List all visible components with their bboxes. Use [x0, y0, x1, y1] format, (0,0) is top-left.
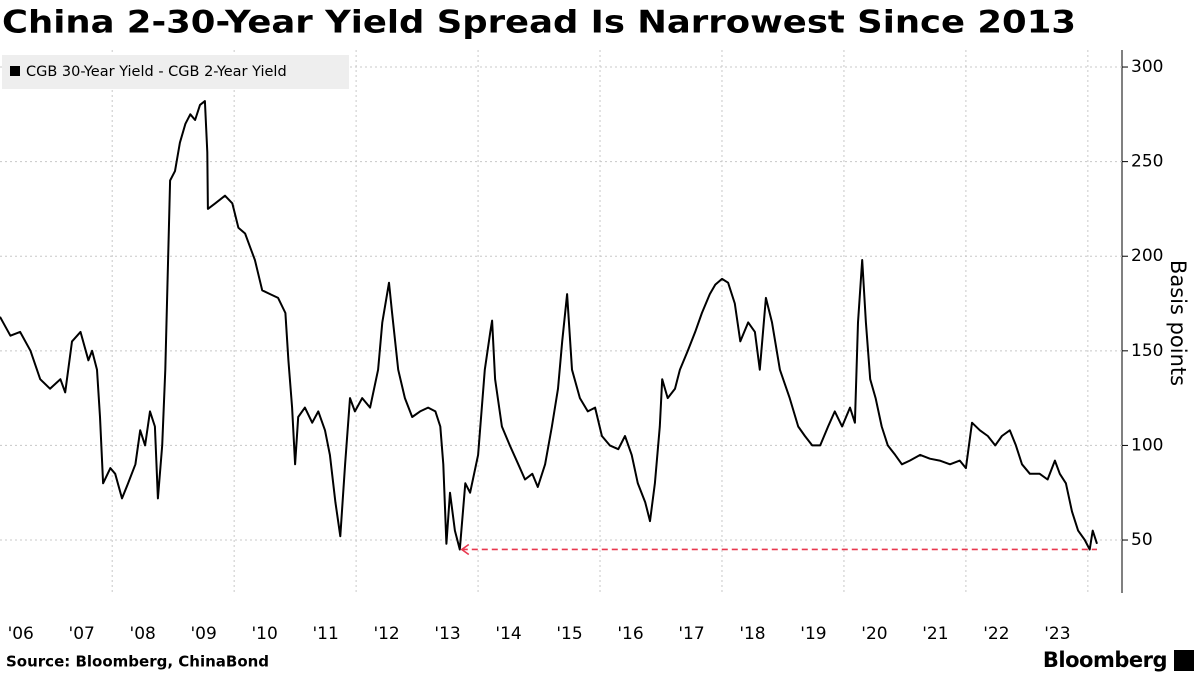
x-tick-label: '13: [434, 624, 460, 644]
x-tick-label: '10: [251, 624, 277, 644]
legend-box: [2, 55, 349, 89]
y-tick-label: 300: [1131, 57, 1163, 77]
x-tick-label: '17: [678, 624, 704, 644]
y-tick-label: 200: [1131, 246, 1163, 266]
x-tick-label: '16: [617, 624, 643, 644]
plot: [0, 100, 1098, 556]
brand-icon: [1174, 650, 1194, 671]
y-axis-label: Basis points: [1166, 260, 1190, 386]
y-tick-label: 250: [1131, 152, 1163, 172]
chart-title: China 2-30-Year Yield Spread Is Narrowes…: [2, 5, 1076, 41]
legend-label: CGB 30-Year Yield - CGB 2-Year Yield: [26, 64, 287, 80]
y-tick-label: 150: [1131, 341, 1163, 361]
x-tick-label: '21: [922, 624, 948, 644]
x-tick-label: '12: [373, 624, 399, 644]
x-tick-label: '23: [1044, 624, 1070, 644]
x-tick-label: '08: [130, 624, 156, 644]
series-line: [0, 100, 1098, 551]
source: Source: Bloomberg, ChinaBond: [6, 653, 269, 671]
x-tick-label: '11: [312, 624, 338, 644]
x-tick-label: '15: [556, 624, 582, 644]
x-tick-label: '19: [800, 624, 826, 644]
x-tick-label: '07: [69, 624, 95, 644]
x-tick-label: '18: [739, 624, 765, 644]
y-tick-label: 100: [1131, 435, 1163, 455]
legend-swatch: [10, 66, 20, 76]
grid: 50 100 150 200 250 300 '06 '07 '08 '09 '10 '11 '12 '1…: [0, 50, 1163, 644]
x-tick-label: '09: [191, 624, 217, 644]
x-tick-label: '14: [495, 624, 521, 644]
x-tick-label: '22: [983, 624, 1009, 644]
x-tick-label: '06: [8, 624, 34, 644]
x-tick-label: '20: [861, 624, 887, 644]
y-tick-label: 50: [1131, 530, 1153, 550]
brand-logo: Bloomberg: [1043, 648, 1167, 672]
annotation-arrow: [460, 543, 470, 556]
